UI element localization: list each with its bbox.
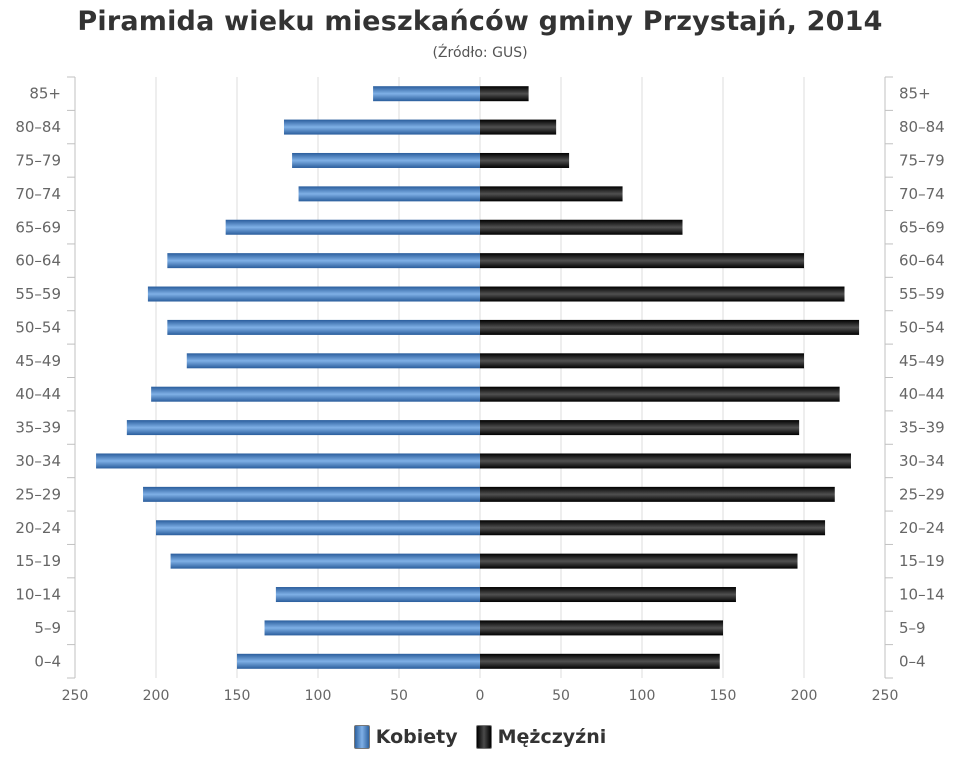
category-label-right: 20–24 xyxy=(899,519,945,537)
category-label-right: 35–39 xyxy=(899,419,945,437)
bar-male[interactable] xyxy=(480,253,804,269)
bar-male[interactable] xyxy=(480,86,529,102)
bar-female[interactable] xyxy=(225,219,480,235)
category-label-left: 45–49 xyxy=(15,352,61,370)
category-label-left: 80–84 xyxy=(15,118,61,136)
chart-subtitle: (Źródło: GUS) xyxy=(432,45,528,61)
legend: Kobiety Mężczyźni xyxy=(0,722,960,752)
bar-female[interactable] xyxy=(264,620,480,636)
bar-male[interactable] xyxy=(480,319,860,335)
bar-male[interactable] xyxy=(480,653,720,669)
bar-female[interactable] xyxy=(298,186,480,202)
bar-female[interactable] xyxy=(143,486,481,502)
bar-male[interactable] xyxy=(480,553,798,569)
bar-male[interactable] xyxy=(480,453,851,469)
bar-male[interactable] xyxy=(480,286,845,302)
bar-male[interactable] xyxy=(480,620,723,636)
bar-male[interactable] xyxy=(480,486,835,502)
x-tick-label: 200 xyxy=(143,688,170,704)
category-label-left: 70–74 xyxy=(15,185,61,203)
bar-male[interactable] xyxy=(480,587,736,603)
category-label-left: 85+ xyxy=(29,85,61,103)
category-label-right: 0–4 xyxy=(899,652,926,670)
x-tick-label: 150 xyxy=(224,688,251,704)
category-label-left: 75–79 xyxy=(15,151,61,169)
legend-label-male: Mężczyźni xyxy=(497,726,607,748)
bar-female[interactable] xyxy=(275,587,480,603)
x-tick-label: 0 xyxy=(476,688,485,704)
category-label-left: 40–44 xyxy=(15,385,61,403)
category-label-right: 10–14 xyxy=(899,586,945,604)
bar-female[interactable] xyxy=(167,253,480,269)
bar-female[interactable] xyxy=(147,286,480,302)
legend-item-male[interactable]: Mężczyźni xyxy=(475,725,607,749)
bar-female[interactable] xyxy=(237,653,480,669)
bar-male[interactable] xyxy=(480,186,623,202)
legend-label-female: Kobiety xyxy=(375,726,458,748)
category-label-left: 55–59 xyxy=(15,285,61,303)
category-label-left: 60–64 xyxy=(15,252,61,270)
bar-male[interactable] xyxy=(480,520,826,536)
category-label-right: 65–69 xyxy=(899,218,945,236)
bar-female[interactable] xyxy=(186,353,480,369)
bar-female[interactable] xyxy=(167,319,480,335)
category-label-left: 20–24 xyxy=(15,519,61,537)
chart-title: Piramida wieku mieszkańców gminy Przysta… xyxy=(77,6,883,37)
pyramid-chart: 250 200 150 100 50 0 50 100 150 200 250 85+ 85+ 80–84… xyxy=(15,76,945,704)
category-label-left: 50–54 xyxy=(15,318,61,336)
bar-female[interactable] xyxy=(292,152,480,168)
bar-male[interactable] xyxy=(480,420,800,436)
category-label-right: 75–79 xyxy=(899,151,945,169)
category-label-right: 70–74 xyxy=(899,185,945,203)
x-tick-label: 50 xyxy=(552,688,570,704)
category-label-right: 55–59 xyxy=(899,285,945,303)
category-label-left: 5–9 xyxy=(34,619,61,637)
x-tick-label: 100 xyxy=(629,688,656,704)
category-label-left: 10–14 xyxy=(15,586,61,604)
bar-male[interactable] xyxy=(480,219,683,235)
legend-swatch-female xyxy=(353,725,370,749)
bars-layer xyxy=(96,86,860,669)
category-label-right: 80–84 xyxy=(899,118,945,136)
category-label-right: 30–34 xyxy=(899,452,945,470)
x-tick-label: 50 xyxy=(390,688,408,704)
axis-layer: 250 200 150 100 50 0 50 100 150 200 250 85+ 85+ 80–84… xyxy=(15,76,945,704)
category-label-right: 85+ xyxy=(899,85,931,103)
category-label-left: 35–39 xyxy=(15,419,61,437)
category-label-left: 0–4 xyxy=(34,652,61,670)
bar-female[interactable] xyxy=(283,119,480,135)
bar-male[interactable] xyxy=(480,353,804,369)
legend-item-female[interactable]: Kobiety xyxy=(353,725,458,749)
category-label-right: 45–49 xyxy=(899,352,945,370)
x-tick-label: 200 xyxy=(791,688,818,704)
bar-female[interactable] xyxy=(373,86,480,102)
category-label-left: 65–69 xyxy=(15,218,61,236)
bar-male[interactable] xyxy=(480,386,840,402)
x-tick-label: 150 xyxy=(710,688,737,704)
x-tick-label: 250 xyxy=(62,688,89,704)
bar-male[interactable] xyxy=(480,152,570,168)
x-tick-label: 250 xyxy=(872,688,899,704)
category-label-left: 30–34 xyxy=(15,452,61,470)
category-label-left: 15–19 xyxy=(15,552,61,570)
category-label-right: 40–44 xyxy=(899,385,945,403)
bar-female[interactable] xyxy=(126,420,480,436)
category-label-right: 25–29 xyxy=(899,485,945,503)
legend-swatch-male xyxy=(475,725,492,749)
category-label-right: 50–54 xyxy=(899,318,945,336)
category-label-right: 5–9 xyxy=(899,619,926,637)
bar-female[interactable] xyxy=(151,386,480,402)
bar-female[interactable] xyxy=(96,453,480,469)
category-label-right: 15–19 xyxy=(899,552,945,570)
bar-female[interactable] xyxy=(156,520,480,536)
x-tick-label: 100 xyxy=(305,688,332,704)
bar-male[interactable] xyxy=(480,119,557,135)
bar-female[interactable] xyxy=(170,553,480,569)
category-label-right: 60–64 xyxy=(899,252,945,270)
category-label-left: 25–29 xyxy=(15,485,61,503)
